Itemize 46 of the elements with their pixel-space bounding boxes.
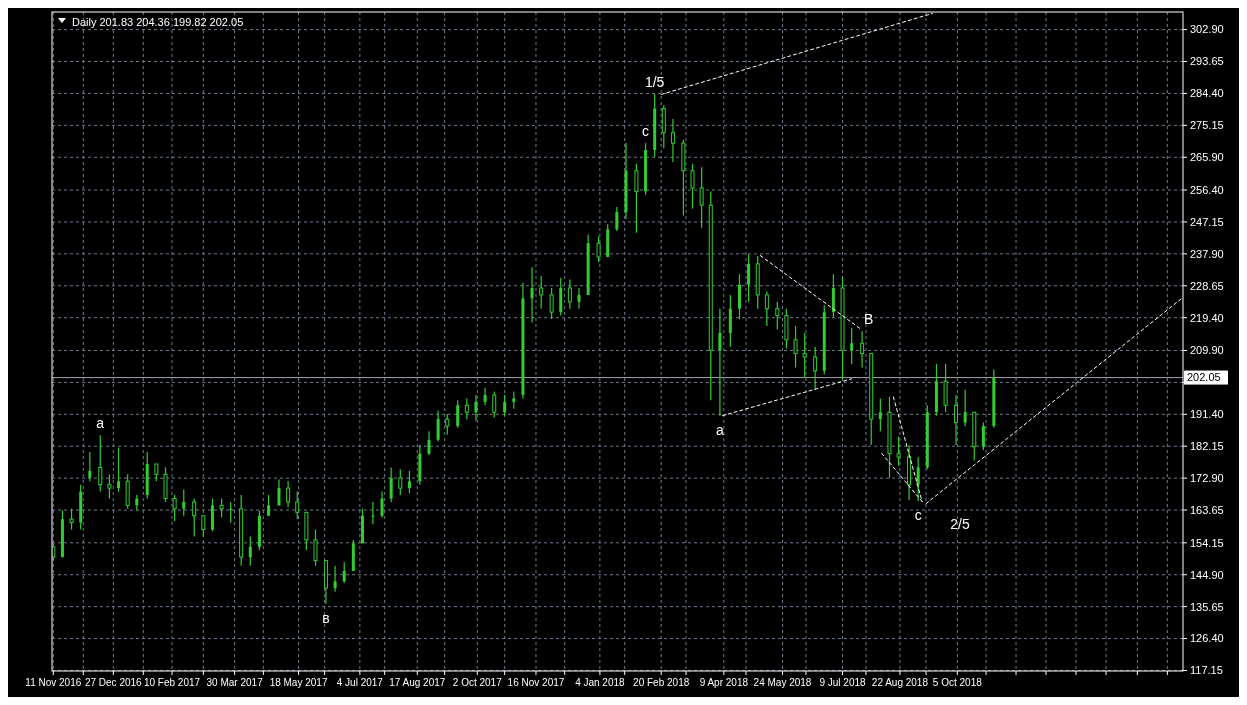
- y-tick-label: 228.65: [1190, 279, 1224, 292]
- x-tick-label: 4 Jan 2018: [575, 677, 626, 688]
- x-tick-label: 4 Jul 2017: [336, 677, 384, 688]
- x-tick-label: 27 Dec 2016: [84, 677, 143, 688]
- y-tick-label: 191.40: [1190, 408, 1224, 421]
- x-tick-label: 9 Jul 2018: [819, 677, 867, 688]
- x-tick-label: 10 Feb 2017: [143, 677, 201, 688]
- x-tick-label: 16 Nov 2017: [507, 677, 565, 688]
- annotation: c: [914, 506, 922, 523]
- y-tick-label: 256.40: [1190, 183, 1224, 196]
- annotation: c: [642, 123, 650, 140]
- y-tick-label: 135.65: [1190, 600, 1224, 613]
- x-tick-label: 5 Oct 2018: [932, 677, 983, 688]
- y-tick-label: 284.40: [1190, 87, 1224, 100]
- y-tick-label: 172.90: [1190, 471, 1224, 484]
- x-tick-label: 2 Oct 2017: [452, 677, 503, 688]
- x-tick-label: 17 Aug 2017: [389, 677, 446, 688]
- y-tick-label: 265.90: [1190, 151, 1224, 164]
- y-tick-label: 163.65: [1190, 503, 1224, 516]
- y-tick-label: 219.40: [1190, 311, 1224, 324]
- x-tick-label: 18 May 2017: [269, 677, 328, 688]
- y-tick-label: 182.15: [1190, 440, 1224, 453]
- y-tick-label: 293.65: [1190, 55, 1224, 68]
- chart-title: Daily 201.83 204.36 199.82 202.05: [72, 15, 244, 28]
- ref-line-label: 202.05: [1187, 371, 1221, 384]
- x-tick-label: 30 Mar 2017: [206, 677, 264, 688]
- x-tick-label: 22 Aug 2018: [871, 677, 929, 688]
- y-tick-label: 237.90: [1190, 247, 1224, 260]
- annotation: a: [96, 415, 105, 432]
- y-tick-label: 302.90: [1190, 23, 1224, 36]
- y-tick-label: 247.15: [1190, 215, 1224, 228]
- x-tick-label: 20 Feb 2018: [633, 677, 690, 688]
- annotation: 1/5: [644, 74, 665, 91]
- annotation: a: [716, 421, 724, 438]
- annotation: в: [322, 609, 330, 626]
- x-tick-label: 24 May 2018: [753, 677, 812, 688]
- y-tick-label: 144.90: [1190, 568, 1224, 581]
- annotation: B: [864, 310, 874, 327]
- x-tick-label: 9 Apr 2018: [699, 677, 749, 688]
- y-tick-label: 275.15: [1190, 119, 1224, 132]
- y-tick-label: 209.90: [1190, 344, 1224, 357]
- y-tick-label: 117.15: [1190, 664, 1223, 677]
- x-tick-label: 11 Nov 2016: [25, 677, 82, 688]
- annotation: 2/5: [950, 515, 970, 532]
- y-tick-label: 154.15: [1190, 536, 1224, 549]
- y-tick-label: 126.40: [1190, 632, 1224, 645]
